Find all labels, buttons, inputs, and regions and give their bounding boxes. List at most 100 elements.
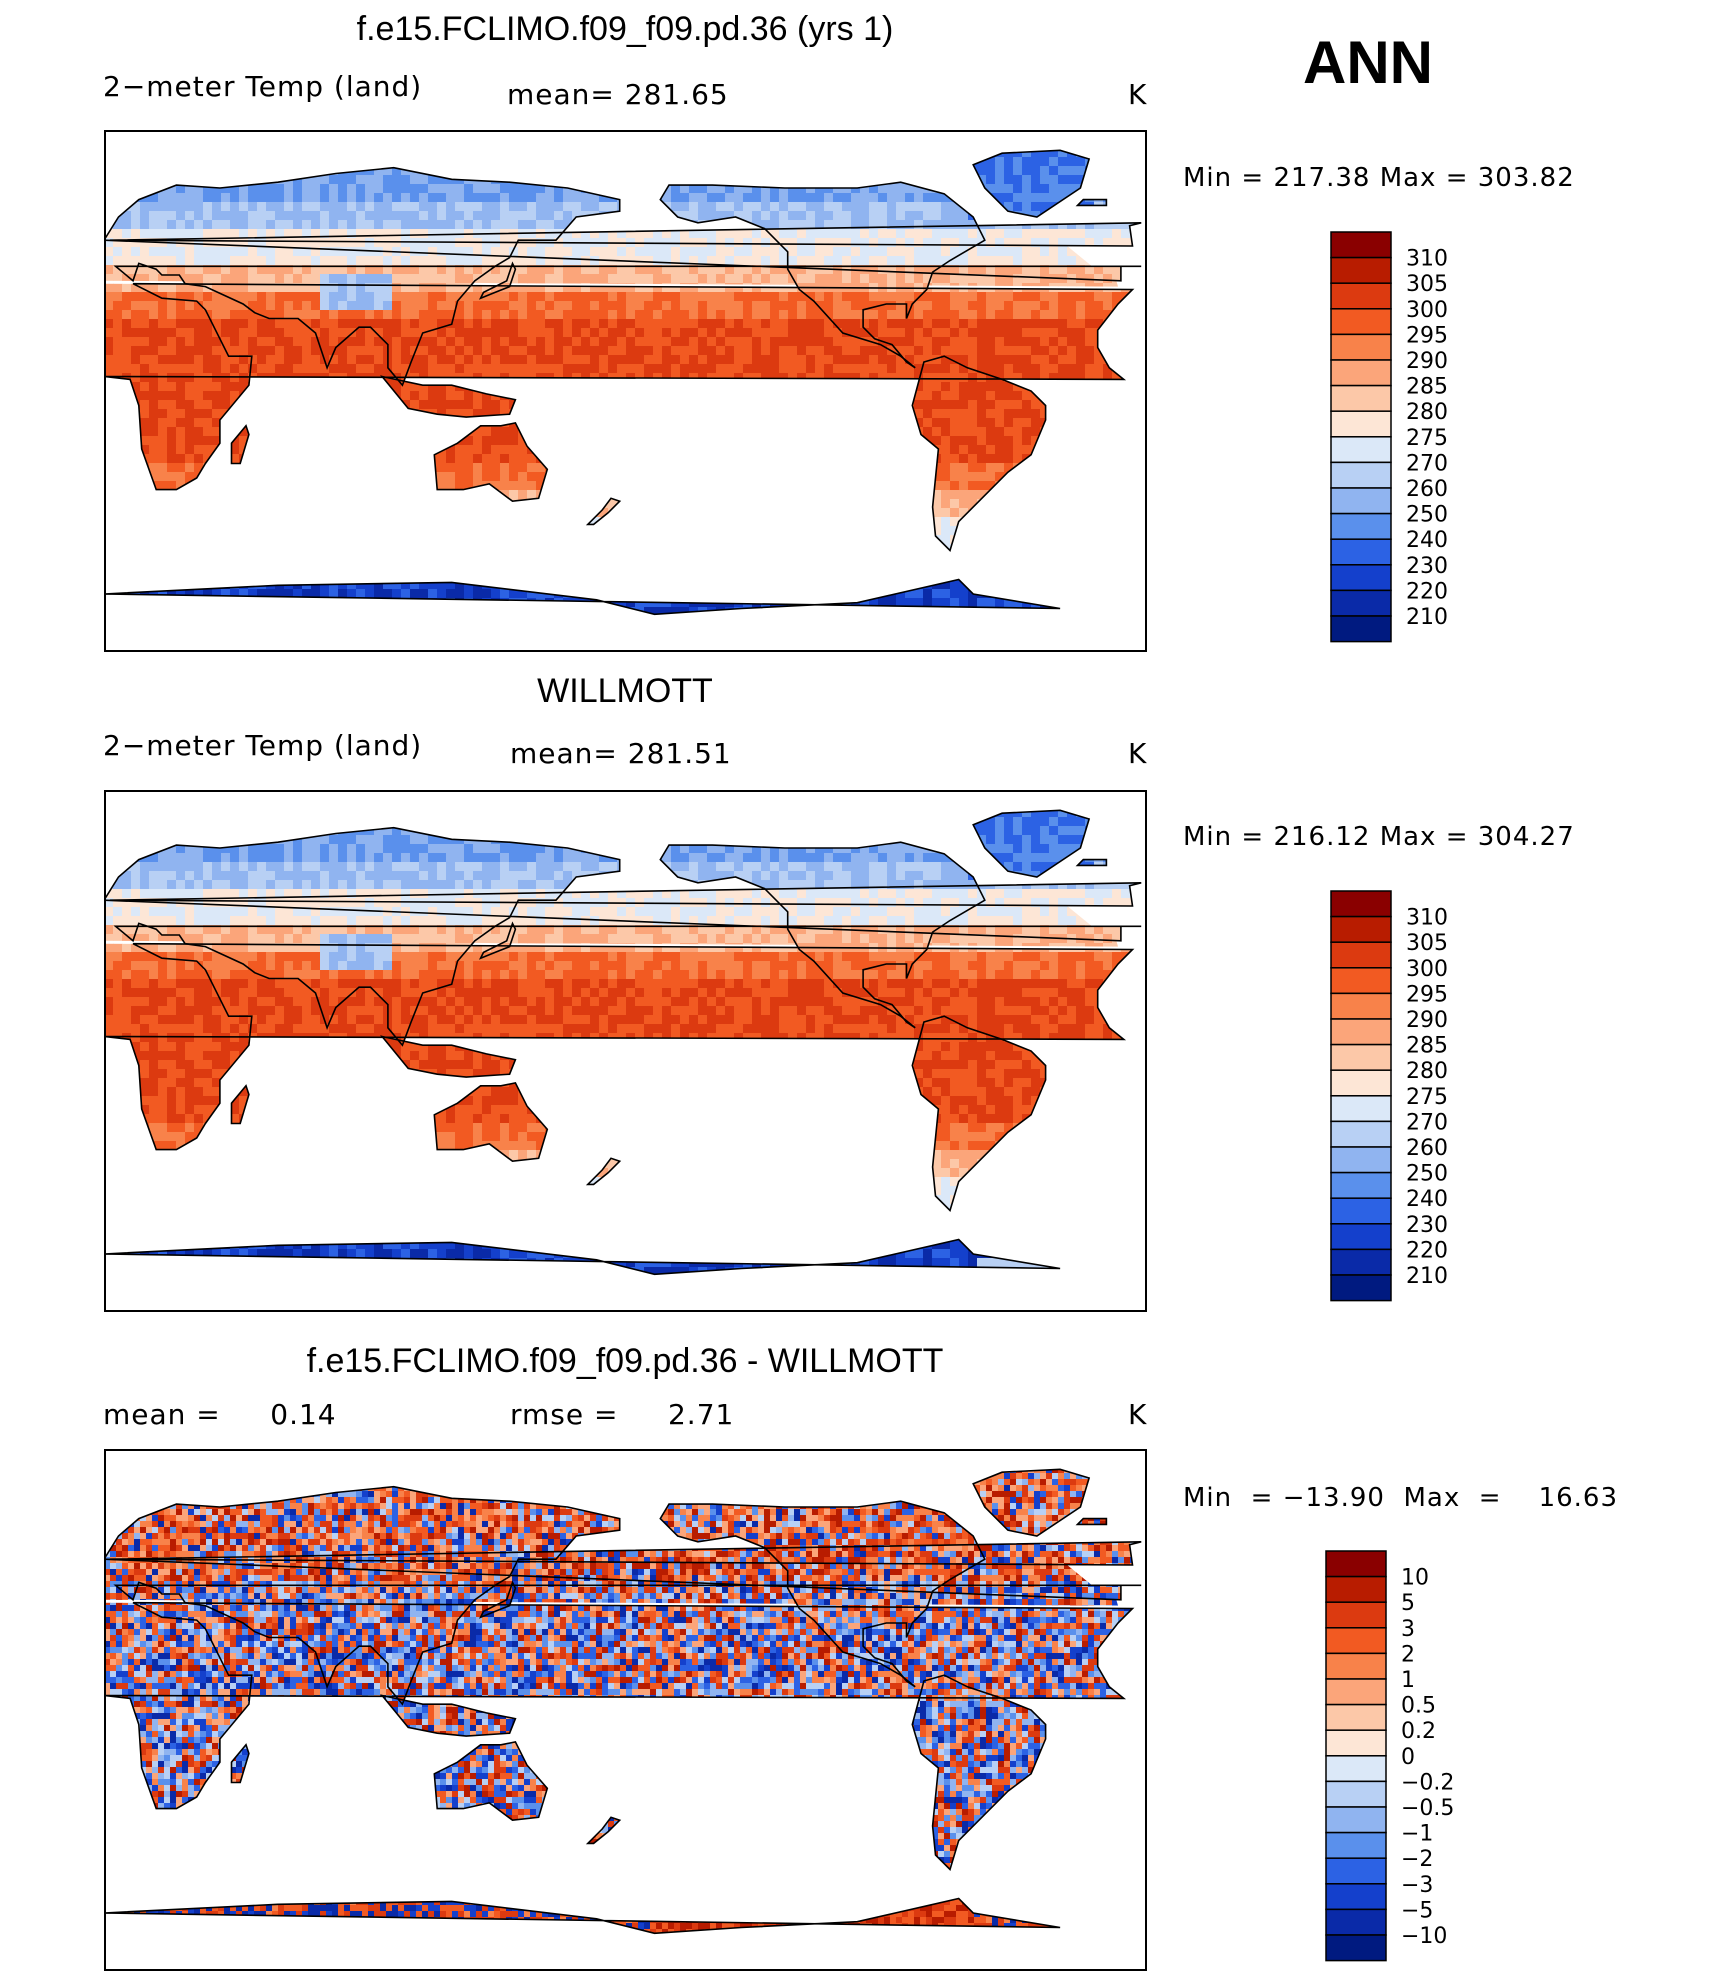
colorbar-swatch <box>1330 992 1392 1020</box>
panel-3-minmax-label: Min = −13.90 Max = 16.63 <box>1183 1483 1618 1513</box>
coastline-antarctica <box>104 578 1061 652</box>
colorbar-tick-label: 220 <box>1406 579 1448 604</box>
colorbar-tick-label: 230 <box>1406 1213 1448 1238</box>
colorbar-tick-label: 300 <box>1406 957 1448 982</box>
colorbar-tick-label: 275 <box>1406 1085 1448 1110</box>
colorbar-tick-label: 270 <box>1406 1110 1448 1135</box>
panel-2-title: WILLMOTT <box>0 672 1250 711</box>
colorbar-swatch <box>1330 915 1392 943</box>
colorbar-swatch <box>1330 1171 1392 1199</box>
colorbar-swatch <box>1330 1197 1392 1225</box>
colorbar-tick-label: 300 <box>1406 298 1448 323</box>
panel-1-title: f.e15.FCLIMO.f09_f09.pd.36 (yrs 1) <box>0 10 1250 49</box>
colorbar-tick-label: 285 <box>1406 375 1448 400</box>
panel-1-mean-label: mean= 281.65 <box>507 78 729 111</box>
colorbar-swatch <box>1330 282 1392 310</box>
coastline-africa <box>104 942 1135 1151</box>
coastline-indonesia <box>380 375 517 418</box>
coastline-africa <box>104 1601 1135 1810</box>
colorbar-tick-label: −0.2 <box>1401 1770 1454 1795</box>
colorbar-tick-label: 285 <box>1406 1034 1448 1059</box>
coastline-nz <box>585 497 622 526</box>
coastline-nz <box>585 1816 622 1845</box>
panel-2-minmax-label: Min = 216.12 Max = 304.27 <box>1183 822 1575 852</box>
colorbar-swatch <box>1325 1780 1387 1808</box>
colorbar-swatch <box>1330 1223 1392 1251</box>
panel-2-colorbar: 310 305 300 295 290 285 280 275 270 260 250 240 230 2… <box>1330 890 1448 1302</box>
panel-1-unit-label: K <box>1128 78 1147 111</box>
coastline-australia <box>433 1740 549 1822</box>
colorbar-tick-label: 210 <box>1406 1264 1448 1289</box>
colorbar-tick-label: −3 <box>1401 1873 1433 1898</box>
panel-3-mean-label: mean = 0.14 <box>103 1398 337 1431</box>
colorbar-tick-label: 295 <box>1406 323 1448 348</box>
colorbar-tick-label: 10 <box>1401 1566 1429 1591</box>
colorbar-tick-label: 260 <box>1406 477 1448 502</box>
colorbar-swatch <box>1330 941 1392 969</box>
colorbar-tick-label: 5 <box>1401 1591 1415 1616</box>
colorbar-tick-label: 260 <box>1406 1136 1448 1161</box>
colorbar-tick-label: 0.2 <box>1401 1719 1436 1744</box>
colorbar-tick-label: −10 <box>1401 1924 1447 1949</box>
coastline-madagascar <box>230 1743 250 1784</box>
colorbar-swatch <box>1325 1908 1387 1936</box>
map-frame <box>104 1449 1147 1971</box>
coastline-eurasia <box>104 166 1142 387</box>
colorbar-swatch <box>1330 410 1392 438</box>
colorbar-swatch <box>1325 1575 1387 1603</box>
colorbar-tick-label: 230 <box>1406 554 1448 579</box>
coastline-greenland <box>972 149 1091 218</box>
colorbar-tick-label: 280 <box>1406 400 1448 425</box>
colorbar-tick-label: 2 <box>1401 1642 1415 1667</box>
colorbar-swatch <box>1330 1069 1392 1097</box>
colorbar-swatch <box>1330 589 1392 617</box>
colorbar-swatch <box>1330 512 1392 540</box>
coastline-eurasia <box>104 1485 1142 1706</box>
panel-3-title: f.e15.FCLIMO.f09_f09.pd.36 - WILLMOTT <box>0 1342 1250 1381</box>
coastline-samerica <box>911 1015 1047 1213</box>
colorbar-tick-label: 220 <box>1406 1238 1448 1263</box>
colorbar-swatch <box>1330 1146 1392 1174</box>
coastline-japan <box>478 261 517 300</box>
coastline-indonesia <box>380 1035 517 1078</box>
colorbar-swatch <box>1330 967 1392 995</box>
coastline-indonesia <box>380 1694 517 1737</box>
colorbar-swatch <box>1330 231 1392 259</box>
colorbar-swatch <box>1330 538 1392 566</box>
colorbar-swatch <box>1330 1095 1392 1123</box>
coastline-japan <box>478 1580 517 1619</box>
colorbar-swatch <box>1330 1120 1392 1148</box>
map-frame <box>104 130 1147 652</box>
coastline-eurasia <box>104 826 1142 1047</box>
panel-2-variable-label: 2−meter Temp (land) <box>103 729 422 762</box>
panel-3-rmse-label: rmse = 2.71 <box>510 1398 734 1431</box>
colorbar-swatch <box>1325 1883 1387 1911</box>
colorbar-swatch <box>1330 564 1392 592</box>
panel-2-map <box>104 790 1147 1312</box>
panel-1-minmax-label: Min = 217.38 Max = 303.82 <box>1183 163 1575 193</box>
coastline-iceland <box>1075 858 1108 867</box>
coastline-namerica <box>659 1500 986 1688</box>
colorbar-swatch <box>1325 1755 1387 1783</box>
coastline-madagascar <box>230 1084 250 1125</box>
coastline-samerica <box>911 355 1047 553</box>
colorbar-tick-label: 305 <box>1406 272 1448 297</box>
colorbar-tick-label: 250 <box>1406 503 1448 528</box>
coastline-namerica <box>659 841 986 1029</box>
coastline-nz <box>585 1157 622 1186</box>
colorbar-swatch <box>1330 1248 1392 1276</box>
colorbar-tick-label: 1 <box>1401 1668 1415 1693</box>
colorbar-swatch <box>1330 1274 1392 1302</box>
coastline-antarctica <box>104 1238 1061 1312</box>
colorbar-tick-label: 240 <box>1406 528 1448 553</box>
colorbar-tick-label: 210 <box>1406 605 1448 630</box>
colorbar-tick-label: 250 <box>1406 1162 1448 1187</box>
colorbar-swatch <box>1330 333 1392 361</box>
colorbar-tick-label: 310 <box>1406 906 1448 931</box>
colorbar-tick-label: 290 <box>1406 1008 1448 1033</box>
colorbar-swatch <box>1325 1703 1387 1731</box>
map-frame <box>104 790 1147 1312</box>
coastline-greenland <box>972 809 1091 878</box>
colorbar-swatch <box>1325 1934 1387 1962</box>
coastline-iceland <box>1075 1517 1108 1526</box>
